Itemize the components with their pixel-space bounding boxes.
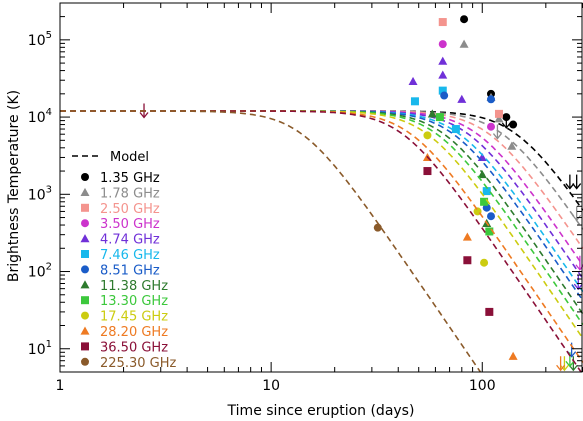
series-225-30-GHz: [60, 110, 482, 372]
data-point-8-51-GHz: [487, 95, 496, 104]
data-point-7-46-GHz: [451, 125, 460, 134]
data-point-2-50-GHz: [494, 109, 503, 118]
data-point-13-30-GHz: [480, 197, 489, 206]
upper-limit-head: [501, 122, 511, 129]
upper-limit-head: [556, 364, 566, 372]
model-curve-225-30-GHz: [60, 110, 482, 372]
x-tick-label: 10: [262, 378, 280, 394]
data-point-13-30-GHz: [435, 113, 444, 122]
legend-label: 1.35 GHz: [100, 171, 160, 186]
y-tick-label: 105: [28, 30, 52, 49]
legend-marker: [81, 296, 89, 305]
series-36-50-GHz: [60, 103, 583, 372]
legend-marker: [81, 357, 89, 366]
legend-label: 13.30 GHz: [100, 294, 168, 309]
upper-limit-head: [139, 112, 149, 119]
legend-label: 28.20 GHz: [100, 325, 168, 340]
upper-limit-1-35-GHz: [501, 113, 511, 129]
data-point-1-78-GHz: [459, 39, 469, 48]
legend-marker: [80, 187, 90, 196]
data-point-1-78-GHz: [494, 114, 504, 123]
legend-marker: [81, 250, 89, 258]
legend-label: 17.45 GHz: [100, 310, 168, 325]
legend-model-label: Model: [110, 150, 149, 165]
data-point-225-30-GHz: [373, 223, 382, 232]
data-point-13-30-GHz: [485, 227, 494, 236]
data-point-2-50-GHz: [438, 18, 447, 27]
data-point-4-74-GHz: [457, 94, 467, 103]
data-point-7-46-GHz: [482, 187, 491, 196]
upper-limit-head: [565, 360, 575, 368]
legend-label: 11.38 GHz: [100, 279, 168, 294]
legend-label: 36.50 GHz: [100, 340, 168, 355]
legend-label: 225.30 GHz: [100, 356, 176, 371]
legend-label: 2.50 GHz: [100, 202, 160, 217]
plot-frame: [59, 2, 583, 373]
data-point-3-50-GHz: [487, 122, 496, 131]
upper-limit-1-35-GHz: [572, 174, 582, 190]
x-tick-label: 100: [469, 378, 496, 394]
upper-limit-head: [572, 183, 582, 190]
data-point-36-50-GHz: [463, 256, 472, 265]
y-tick-label: 104: [28, 107, 52, 126]
legend-marker: [81, 203, 89, 212]
upper-limit-17-45-GHz: [559, 356, 569, 372]
model-curve-36-50-GHz: [60, 110, 583, 372]
data-point-4-74-GHz: [438, 70, 448, 79]
data-point-1-35-GHz: [509, 120, 518, 129]
data-point-28-20-GHz: [462, 232, 472, 241]
data-point-11-38-GHz: [427, 109, 437, 118]
upper-limit-28-20-GHz: [556, 356, 566, 372]
legend-marker: [81, 173, 89, 181]
data-point-17-45-GHz: [423, 131, 432, 140]
data-point-8-51-GHz: [440, 91, 449, 100]
legend-label: 8.51 GHz: [100, 263, 160, 278]
legend-marker: [81, 265, 89, 274]
upper-limit-1-35-GHz: [565, 174, 575, 190]
data-point-7-46-GHz: [410, 97, 419, 106]
data-point-36-50-GHz: [485, 307, 494, 316]
x-tick-label: 1: [56, 378, 65, 394]
y-tick-label: 102: [28, 262, 52, 281]
data-point-7-46-GHz: [438, 86, 447, 95]
legend-marker: [81, 311, 89, 320]
legend-marker: [80, 326, 90, 335]
legend-marker: [81, 342, 89, 351]
legend-marker: [80, 280, 90, 289]
x-axis-title: Time since eruption (days): [227, 403, 415, 419]
data-point-4-74-GHz: [408, 76, 418, 85]
legend-marker: [80, 234, 90, 243]
upper-limit-head: [559, 364, 569, 372]
y-tick-label: 101: [28, 339, 52, 358]
data-point-1-78-GHz: [507, 141, 517, 150]
data-point-4-74-GHz: [438, 56, 448, 65]
upper-limit-head: [572, 214, 582, 222]
data-point-28-20-GHz: [508, 351, 518, 360]
y-axis-title: Brightness Temperature (K): [6, 90, 22, 282]
upper-limit-1-78-GHz: [572, 206, 582, 222]
upper-limit-head: [492, 133, 502, 140]
upper-limit-11-38-GHz: [568, 356, 578, 372]
series-layer: [60, 15, 583, 372]
upper-limit-head: [568, 364, 578, 372]
data-point-8-51-GHz: [487, 212, 496, 221]
legend-label: 4.74 GHz: [100, 233, 160, 248]
upper-limit-head: [565, 183, 575, 190]
legend-label: 7.46 GHz: [100, 248, 160, 263]
data-point-3-50-GHz: [438, 40, 447, 49]
legend-label: 1.78 GHz: [100, 186, 160, 201]
data-point-36-50-GHz: [423, 167, 432, 176]
legend-marker: [81, 219, 89, 228]
legend-label: 3.50 GHz: [100, 217, 160, 232]
data-point-17-45-GHz: [480, 258, 489, 267]
y-tick-label: 103: [28, 184, 52, 203]
upper-limit-1-78-GHz: [492, 124, 502, 140]
axes-layer: 1 10 100 101 102 103 104 105: [28, 2, 583, 394]
data-point-1-35-GHz: [460, 15, 469, 24]
data-point-11-38-GHz: [477, 170, 487, 179]
